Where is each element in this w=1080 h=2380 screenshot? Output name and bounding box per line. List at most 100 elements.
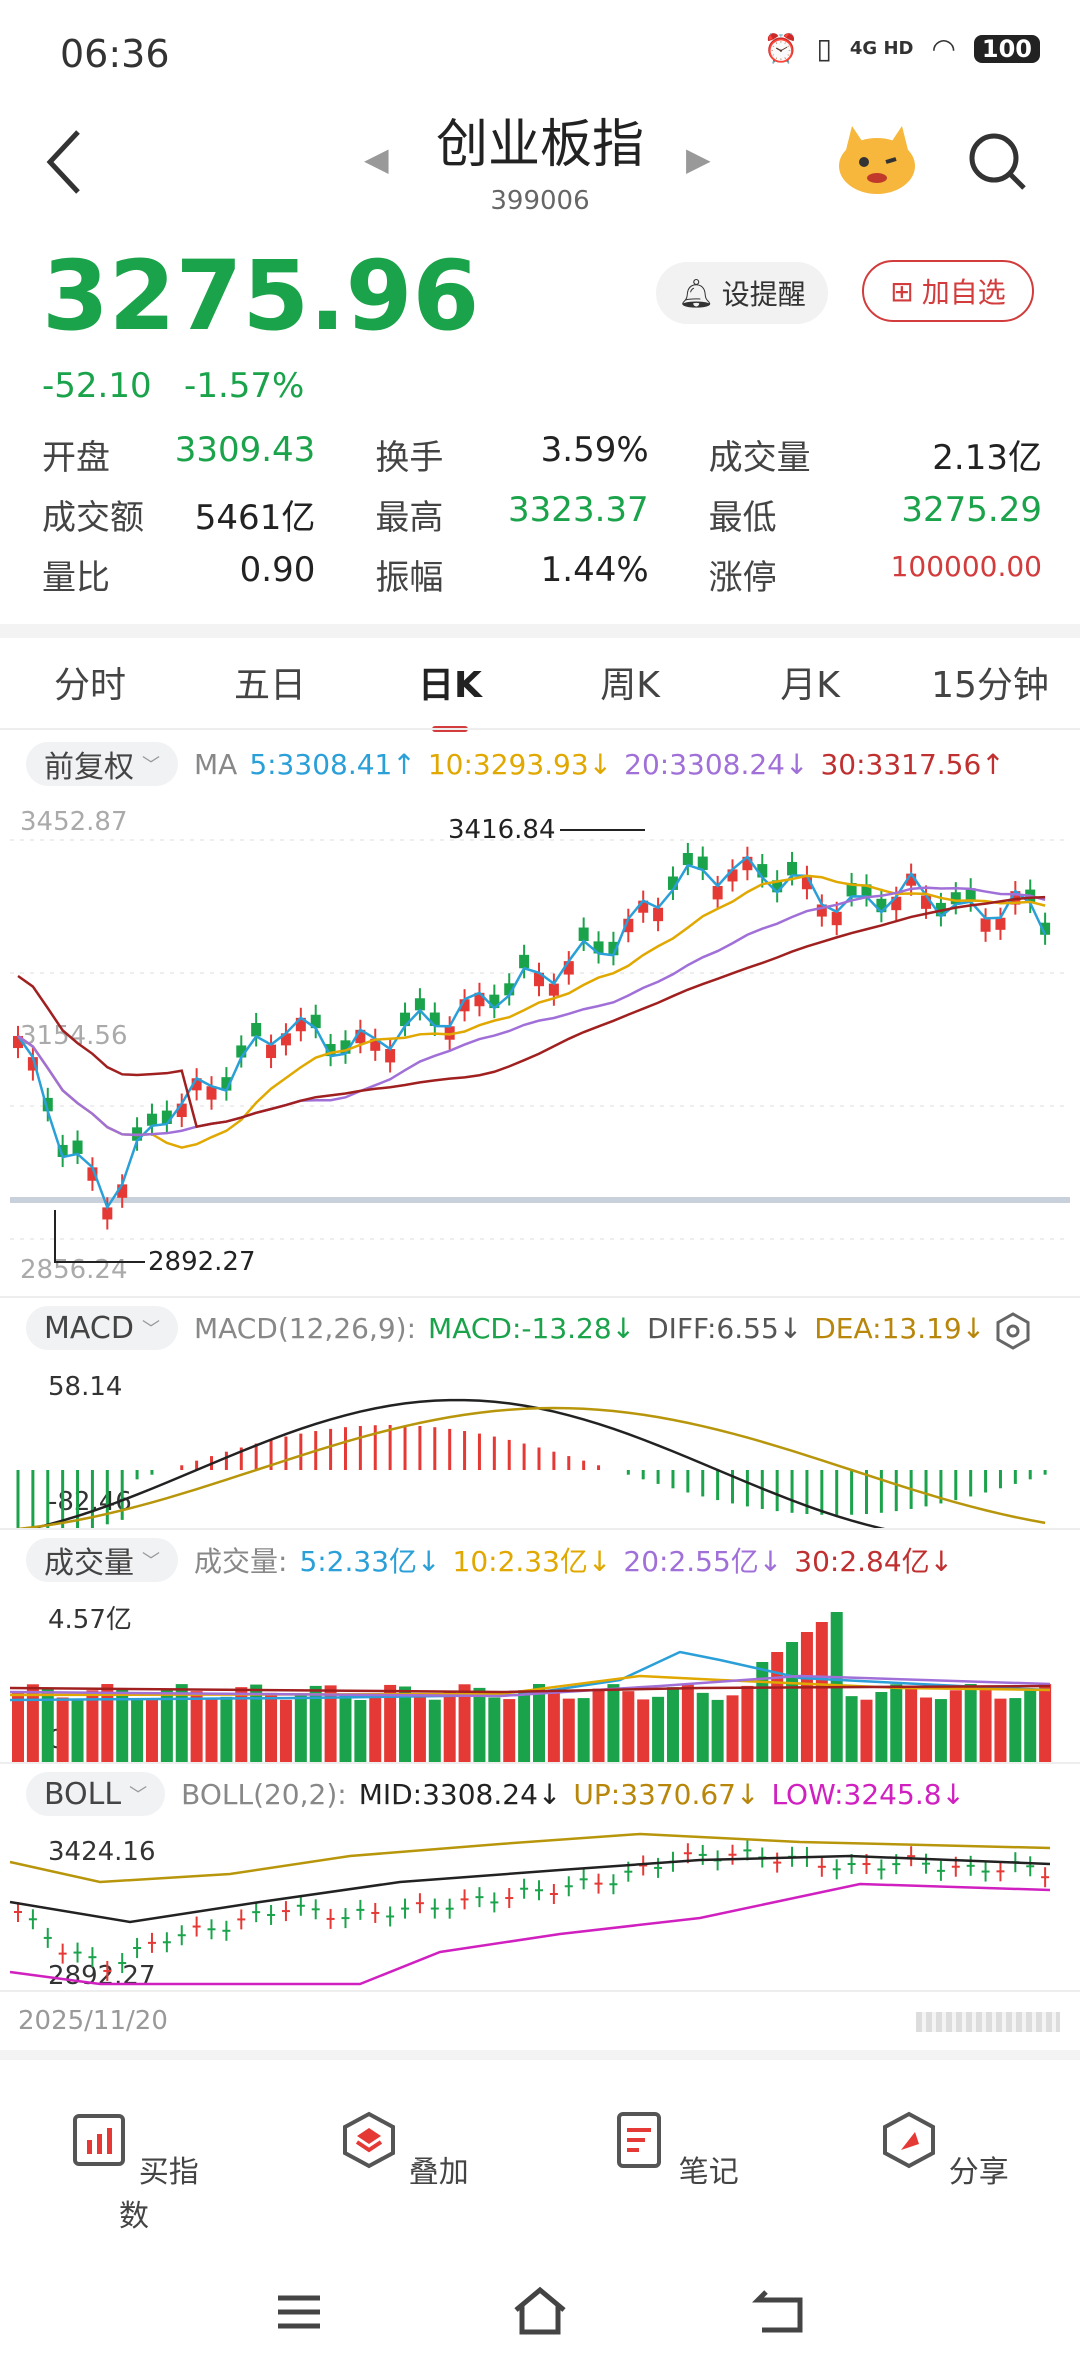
stat-value: 0.90 bbox=[239, 549, 316, 590]
menu-icon[interactable] bbox=[274, 2292, 324, 2332]
macd-params: MACD(12,26,9): bbox=[193, 1311, 417, 1345]
boll-low-line bbox=[9, 1882, 1051, 1986]
back-nav-icon[interactable] bbox=[752, 2288, 806, 2334]
boll-chart[interactable]: 3424.16 2892.27 bbox=[0, 1822, 1080, 1992]
stat-label: 成交量 bbox=[708, 437, 811, 478]
candle bbox=[772, 880, 783, 893]
volume-bar bbox=[533, 1684, 545, 1762]
stat-cell: 成交量 2.13亿 bbox=[709, 430, 1042, 479]
ma30-line bbox=[17, 895, 1046, 1129]
tab-4[interactable]: 月K bbox=[780, 665, 840, 706]
volume-bar bbox=[518, 1690, 531, 1762]
candle bbox=[72, 1140, 83, 1154]
candle bbox=[712, 885, 723, 900]
candle bbox=[414, 998, 425, 1011]
volume-bar bbox=[681, 1684, 694, 1762]
candle bbox=[161, 1110, 172, 1124]
stat-cell: 最低 3275.29 bbox=[709, 490, 1042, 539]
volume-bar bbox=[220, 1696, 233, 1762]
volume-bar bbox=[1024, 1688, 1037, 1762]
candle bbox=[638, 900, 649, 913]
volume-bar bbox=[26, 1684, 39, 1762]
volume-bar bbox=[696, 1692, 709, 1762]
candle bbox=[995, 917, 1006, 930]
volume-bar bbox=[800, 1632, 813, 1762]
network-label: 4G HD bbox=[849, 38, 914, 59]
mascot-icon[interactable] bbox=[832, 120, 922, 200]
add-favorite-button[interactable]: ⊞ 加自选 bbox=[862, 260, 1034, 322]
tab-2[interactable]: 日K bbox=[360, 648, 540, 732]
volume-select[interactable]: 成交量 ﹀ bbox=[26, 1538, 178, 1582]
volume-bar bbox=[652, 1696, 665, 1762]
back-arrow-icon[interactable] bbox=[40, 122, 90, 202]
buy-index-button[interactable]: 买指数 bbox=[64, 2110, 204, 2235]
tab-1[interactable]: 五日 bbox=[233, 665, 306, 706]
tab-3[interactable]: 周K bbox=[600, 665, 660, 706]
candle bbox=[846, 883, 857, 897]
indicator-value: 10:2.33亿↓ bbox=[452, 1545, 612, 1578]
volume-bar bbox=[979, 1689, 992, 1762]
tab-5[interactable]: 15分钟 bbox=[931, 665, 1049, 706]
axis-label: 2892.27 bbox=[48, 1961, 156, 1991]
notes-button[interactable]: 笔记 bbox=[604, 2110, 744, 2191]
candle bbox=[117, 1184, 128, 1198]
volume-bar bbox=[577, 1698, 590, 1762]
indicator-value: 30:2.84亿↓ bbox=[794, 1545, 954, 1578]
volume-bar bbox=[905, 1687, 918, 1762]
note-icon bbox=[617, 2112, 662, 2168]
volume-bar bbox=[503, 1699, 516, 1762]
axis-label: 3416.84 bbox=[448, 815, 556, 845]
macd-select[interactable]: MACD ﹀ bbox=[26, 1306, 178, 1350]
candle bbox=[325, 1044, 336, 1057]
candle bbox=[667, 876, 678, 890]
ma-values: MA 5:3308.41↑ 10:3293.93↓ 20:3308.24↓ 30:33… bbox=[194, 748, 1005, 781]
home-icon[interactable] bbox=[510, 2286, 570, 2336]
candle bbox=[13, 1035, 23, 1049]
volume-bar bbox=[964, 1684, 977, 1762]
candle bbox=[608, 941, 619, 956]
volume-bar bbox=[473, 1687, 486, 1762]
volume-bar bbox=[1009, 1698, 1022, 1762]
volume-bar bbox=[786, 1642, 799, 1762]
volume-bar bbox=[399, 1686, 412, 1762]
divider bbox=[0, 1296, 1080, 1298]
stat-cell: 换手 3.59% bbox=[375, 430, 708, 479]
candle bbox=[742, 856, 753, 871]
share-button[interactable]: 分享 bbox=[874, 2110, 1014, 2191]
candle bbox=[102, 1207, 113, 1220]
search-icon[interactable] bbox=[966, 130, 1030, 194]
macd-chart[interactable]: 58.14-82.46 bbox=[0, 1360, 1080, 1530]
tab-0[interactable]: 分时 bbox=[53, 665, 126, 706]
volume-bar bbox=[815, 1622, 828, 1762]
adjust-select[interactable]: 前复权 ﹀ bbox=[26, 742, 178, 786]
candle bbox=[787, 861, 798, 876]
previous-index-icon[interactable]: ◀ bbox=[364, 140, 389, 178]
volume-values: 成交量: 5:2.33亿↓ 10:2.33亿↓ 20:2.55亿↓ 30:2.84亿↓ bbox=[194, 1540, 953, 1580]
status-time: 06:36 bbox=[60, 32, 170, 76]
vol-ma20-line bbox=[9, 1674, 1051, 1698]
candle bbox=[504, 983, 515, 996]
volume-bar bbox=[294, 1695, 307, 1762]
indicator-value: MACD:-13.28↓ bbox=[428, 1311, 636, 1345]
candle bbox=[563, 961, 574, 975]
alarm-icon: ⏰ bbox=[763, 32, 799, 65]
chevron-down-icon: ﹀ bbox=[129, 1785, 148, 1806]
kline-chart[interactable]: 3452.87 3154.56 2856.24 3416.84 2892.27 bbox=[0, 800, 1080, 1300]
set-reminder-button[interactable]: 🔔︎ 设提醒 bbox=[656, 262, 828, 324]
candle bbox=[623, 918, 634, 933]
scroll-indicator[interactable] bbox=[916, 2012, 1060, 2032]
chevron-down-icon: ﹀ bbox=[141, 1319, 160, 1340]
boll-mid-line bbox=[9, 1854, 1051, 1924]
indicator-value: 5:2.33亿↓ bbox=[299, 1545, 441, 1578]
next-index-icon[interactable]: ▶ bbox=[686, 140, 711, 178]
overlay-button[interactable]: 叠加 bbox=[334, 2110, 474, 2191]
settings-icon[interactable] bbox=[994, 1312, 1032, 1350]
status-icons: ⏰ ▯ 4G HD ◠ 100 bbox=[764, 32, 1040, 65]
volume-bar bbox=[190, 1691, 203, 1762]
candle bbox=[57, 1144, 68, 1158]
volume-bar bbox=[175, 1684, 188, 1762]
volume-bar bbox=[145, 1698, 158, 1762]
boll-select[interactable]: BOLL ﹀ bbox=[26, 1772, 166, 1816]
stat-cell: 量比 0.90 bbox=[42, 550, 375, 599]
